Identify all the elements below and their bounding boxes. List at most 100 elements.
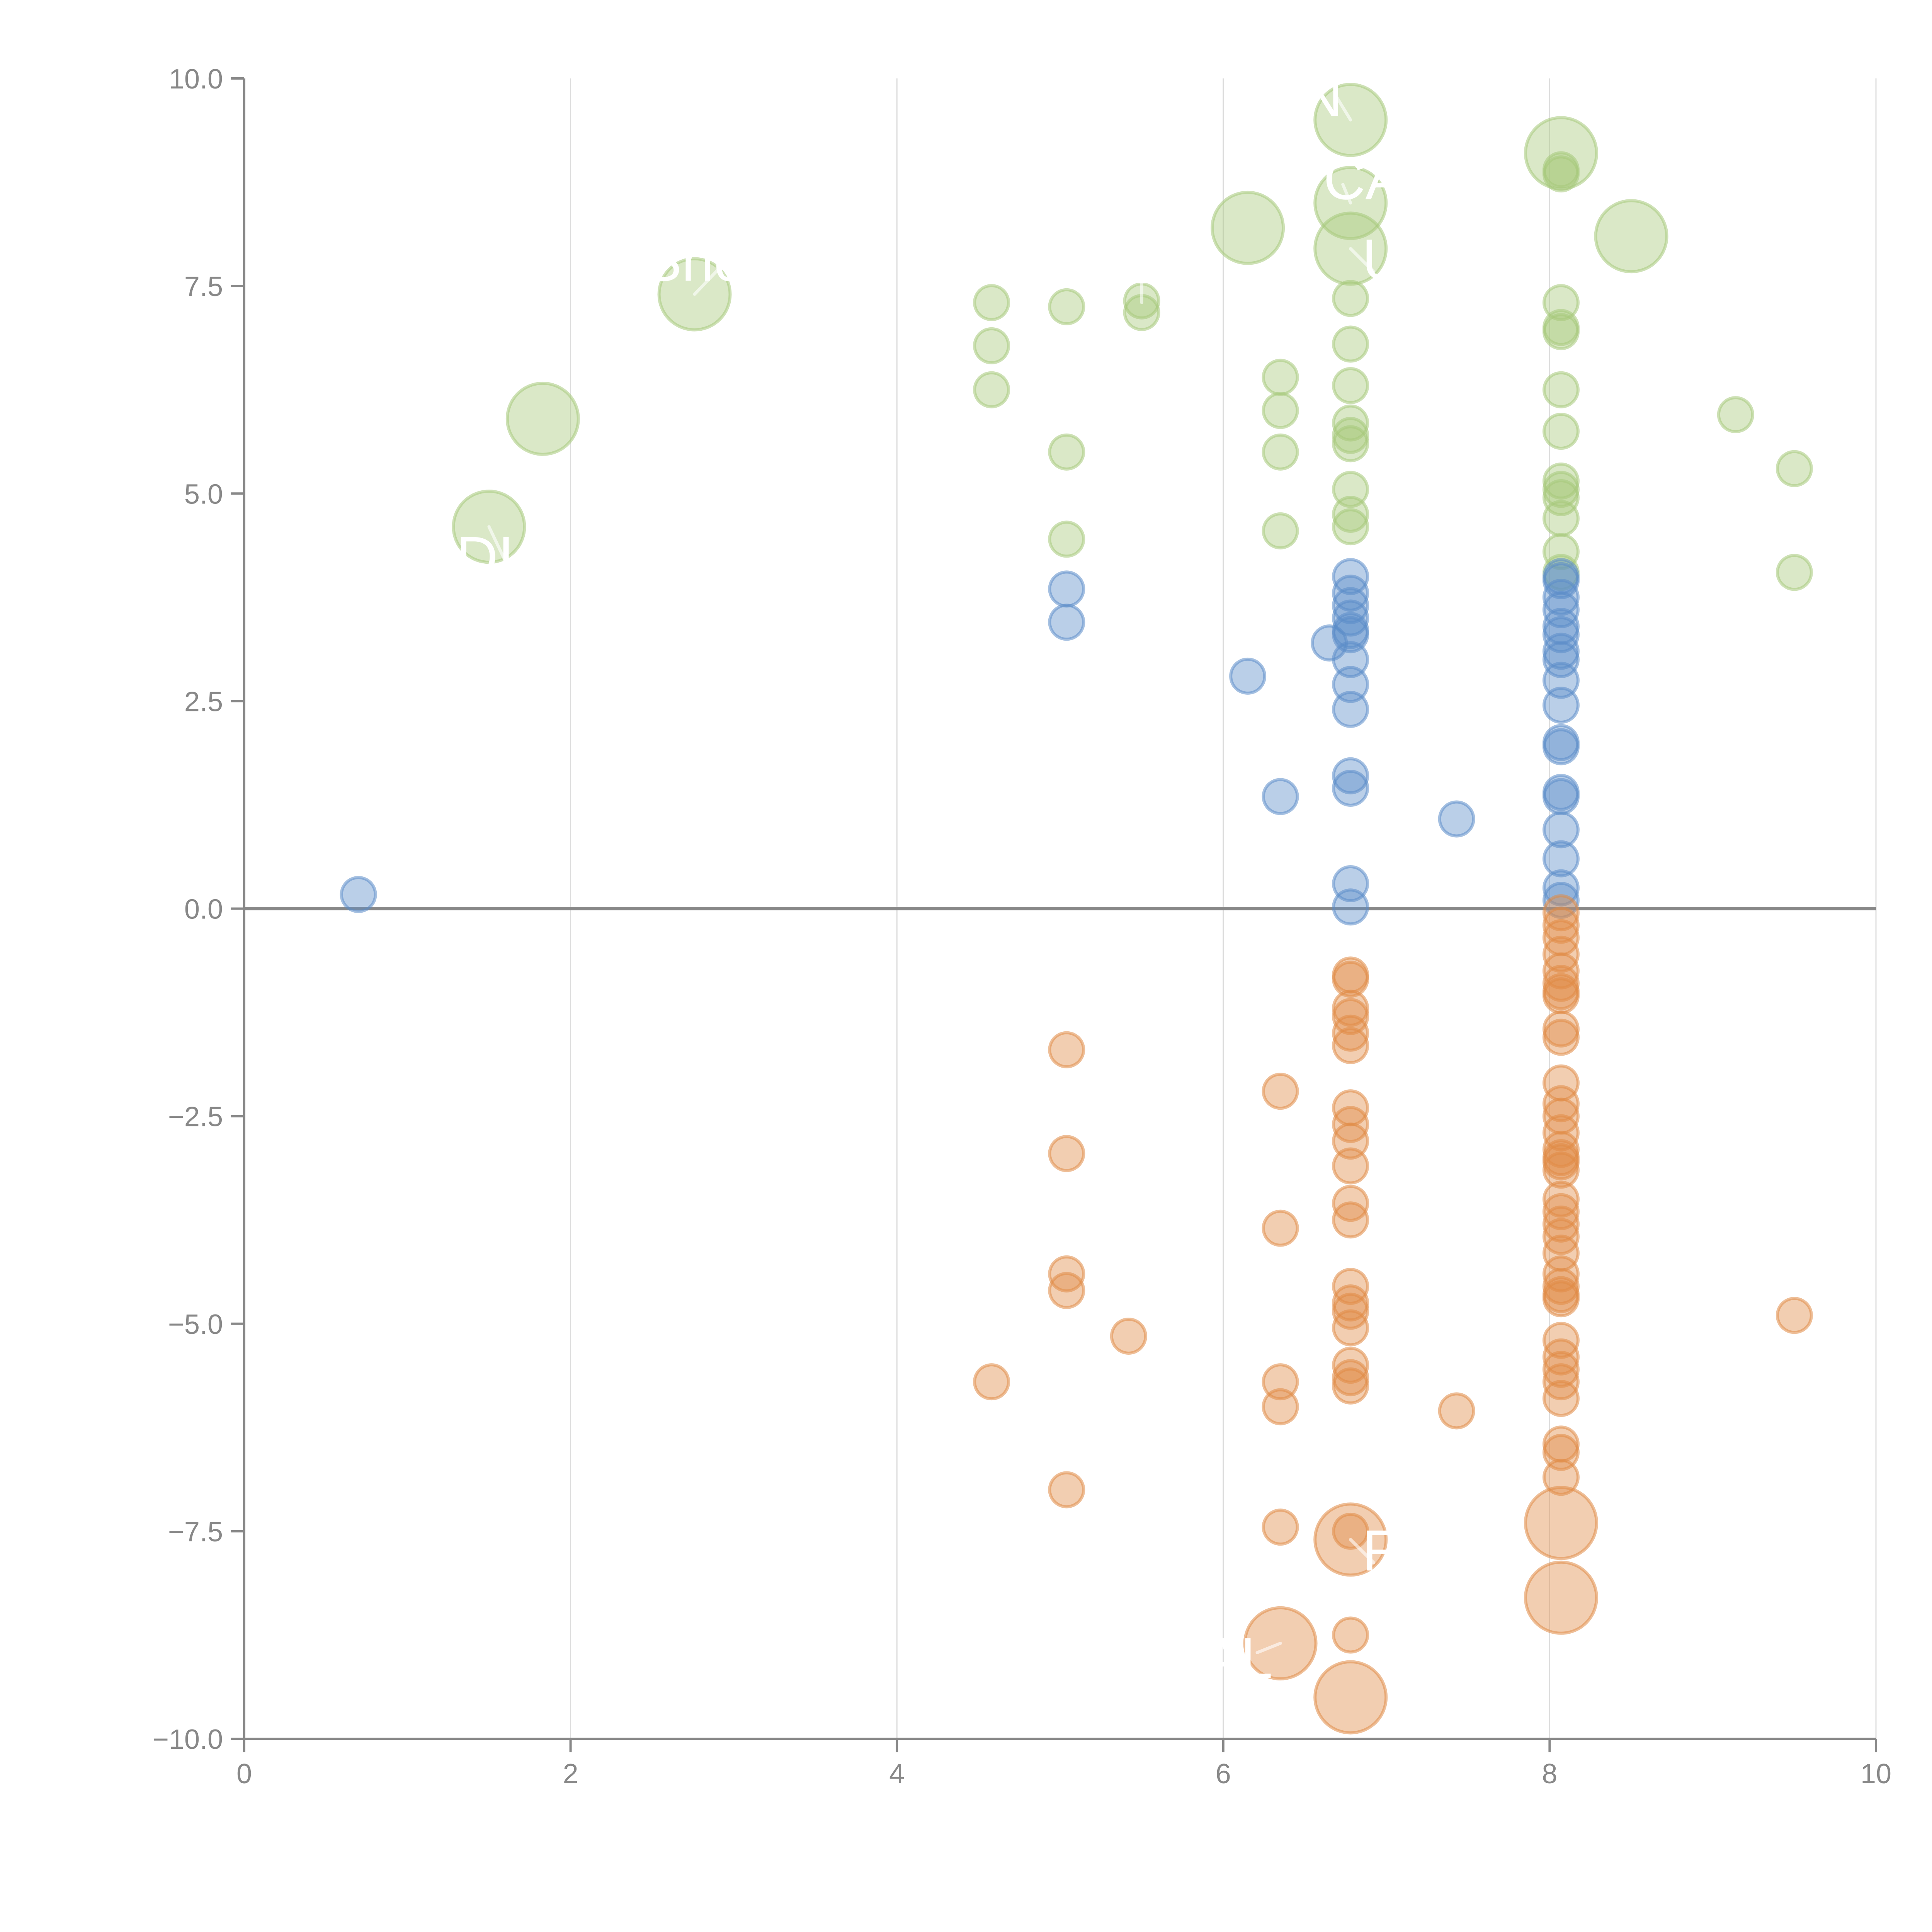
bubble-negative [973, 1363, 1010, 1401]
bubble-positive-high [1542, 371, 1580, 408]
bubble-negative [1524, 1560, 1598, 1635]
bubble-positive-high [1332, 417, 1369, 454]
bubble-positive-low [1332, 690, 1369, 728]
bubble-negative [1542, 1205, 1580, 1243]
annotation-label: Sho [643, 228, 746, 293]
bubble-negative [1542, 1085, 1580, 1122]
bubble-positive-high [1332, 425, 1369, 463]
bubble-positive-high [1332, 404, 1369, 442]
bubble-positive-high [1332, 280, 1369, 317]
x-tick-label: 0 [236, 1759, 252, 1789]
bubble-negative [1542, 964, 1580, 1002]
bubble-positive-high [1211, 190, 1285, 265]
bubble-positive-high [1262, 392, 1299, 429]
bubble-positive-high [1542, 155, 1580, 193]
bubble-positive-high [1542, 500, 1580, 537]
bubble-positive-low [1542, 778, 1580, 815]
bubble-negative [1542, 1019, 1580, 1056]
bubble-negative [1262, 1388, 1299, 1425]
bubble-positive-high [1262, 512, 1299, 549]
annotation-label: U [1362, 227, 1404, 292]
bubble-positive-low [1262, 778, 1299, 815]
y-tick-label: 5.0 [184, 479, 223, 510]
bubble-positive-low [1542, 840, 1580, 878]
bubble-negative [1332, 1309, 1369, 1347]
bubble-negative [1524, 1486, 1598, 1560]
bubble-positive-low [340, 876, 377, 913]
bubble-negative [1048, 1471, 1085, 1509]
x-tick-label: 10 [1861, 1759, 1891, 1789]
leader-line [1333, 93, 1352, 122]
bubble-positive-high [1776, 554, 1813, 591]
bubble-negative [1262, 1509, 1299, 1546]
y-tick-label: 2.5 [184, 686, 223, 717]
bubble-positive-low [1332, 769, 1369, 807]
bubble-negative [1313, 1660, 1388, 1735]
leader-line [487, 525, 506, 561]
bubble-negative [1332, 1014, 1369, 1052]
bubble-negative [1332, 1347, 1369, 1384]
bubble-negative [1332, 1201, 1369, 1239]
y-tick-label: −10.0 [153, 1724, 223, 1755]
y-tick-label: 0.0 [184, 894, 223, 925]
bubble-positive-high [1262, 433, 1299, 471]
bubble-negative [1542, 1280, 1580, 1318]
bubble-negative [1542, 1459, 1580, 1496]
bubble-positive-high [1594, 199, 1668, 274]
x-tick-label: 2 [563, 1759, 578, 1789]
bubble-negative [1438, 1392, 1475, 1430]
bubble-positive-high [1332, 495, 1369, 533]
bubble-negative [1048, 1031, 1085, 1068]
bubble-positive-low [1542, 728, 1580, 765]
bubble-negative [1542, 1131, 1580, 1168]
bubble-negative [1776, 1297, 1813, 1334]
y-tick-label: −5.0 [168, 1309, 223, 1340]
bubble-positive-high [1262, 359, 1299, 396]
annotation-label: CA [1323, 146, 1404, 211]
bubble-negative [1332, 961, 1369, 998]
bubble-negative [1332, 1616, 1369, 1654]
bubble-negative [1332, 1367, 1369, 1405]
leader-line [1349, 247, 1376, 274]
bubble-negative [1542, 1268, 1580, 1305]
bubble-positive-high [1717, 396, 1754, 434]
y-tick-label: −2.5 [168, 1102, 223, 1133]
bubble-positive-high [505, 381, 580, 456]
annotation-label: R [1362, 1518, 1404, 1583]
bubble-negative [1332, 1027, 1369, 1065]
bubble-positive-low [1542, 633, 1580, 670]
annotation-label: AL [1202, 1626, 1272, 1690]
bubble-positive-low [1542, 641, 1580, 678]
leader-line [1349, 1538, 1376, 1565]
bubble-positive-low [1542, 687, 1580, 724]
x-tick-label: 6 [1216, 1759, 1231, 1789]
x-tick-label: 8 [1542, 1759, 1557, 1789]
bubble-negative [1332, 1359, 1369, 1396]
bubble-positive-low [1048, 570, 1085, 608]
bubble-negative [1332, 1147, 1369, 1185]
bubble-positive-high [1776, 450, 1813, 487]
bubble-negative [1048, 1135, 1085, 1172]
bubble-negative [1542, 1143, 1580, 1180]
bubble-positive-high [1542, 413, 1580, 450]
bubble-positive-high [1048, 520, 1085, 558]
bubble-negative [1110, 1317, 1147, 1355]
bubble-negative [1048, 1272, 1085, 1309]
bubble-positive-high [1048, 433, 1085, 471]
bubble-positive-low [1542, 578, 1580, 616]
bubble-positive-low [1542, 811, 1580, 849]
y-tick-label: −7.5 [168, 1517, 223, 1548]
annotation-label: EN [1262, 63, 1343, 128]
bubble-positive-high [1542, 479, 1580, 516]
bubble-negative [1542, 1010, 1580, 1048]
bubble-negative [1262, 1209, 1299, 1247]
bubble-positive-low [1438, 800, 1475, 838]
bubble-positive-high [973, 371, 1010, 408]
bubble-positive-high [1542, 471, 1580, 508]
y-tick-label: 10.0 [169, 64, 223, 95]
bubble-negative [1262, 1073, 1299, 1110]
bubble-negative [1542, 1151, 1580, 1189]
bubble-positive-low [1332, 757, 1369, 794]
bubble-positive-high [1332, 508, 1369, 546]
